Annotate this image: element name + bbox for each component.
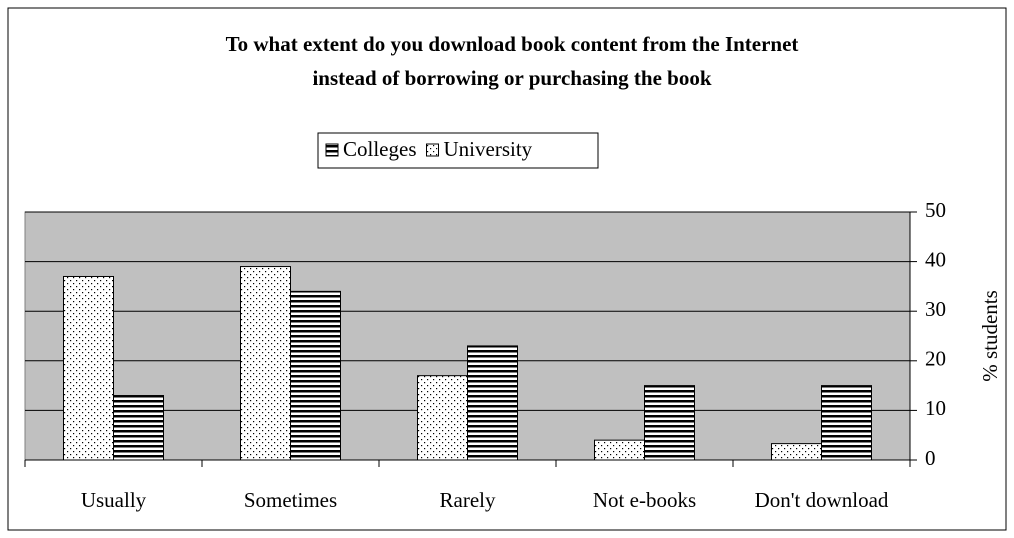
x-tick-label: Rarely — [440, 488, 496, 512]
bar — [290, 290, 341, 461]
x-tick-label: Don't download — [755, 488, 889, 512]
legend-swatch — [325, 143, 339, 157]
bar — [821, 385, 872, 461]
y-tick-label: 0 — [925, 446, 936, 470]
legend-swatch — [426, 143, 439, 157]
y-tick-label: 10 — [925, 396, 946, 420]
bar — [417, 375, 468, 461]
y-tick-label: 30 — [925, 297, 946, 321]
bar — [63, 275, 114, 461]
legend-label: Colleges — [343, 137, 417, 161]
bar — [240, 266, 291, 461]
legend-label: University — [444, 137, 533, 161]
x-tick-label: Sometimes — [244, 488, 337, 512]
y-tick-label: 20 — [925, 347, 946, 371]
bar — [771, 443, 822, 461]
y-axis-label: % students — [978, 290, 1002, 382]
bar — [113, 395, 164, 461]
bar — [467, 345, 518, 461]
bar — [644, 385, 695, 461]
x-tick-label: Not e-books — [593, 488, 696, 512]
legend-box — [317, 132, 599, 169]
chart-title: instead of borrowing or purchasing the b… — [312, 66, 711, 90]
chart-title: To what extent do you download book cont… — [226, 32, 799, 56]
bar — [594, 439, 645, 461]
x-tick-label: Usually — [81, 488, 147, 512]
y-tick-label: 50 — [925, 198, 946, 222]
y-tick-label: 40 — [925, 247, 946, 271]
